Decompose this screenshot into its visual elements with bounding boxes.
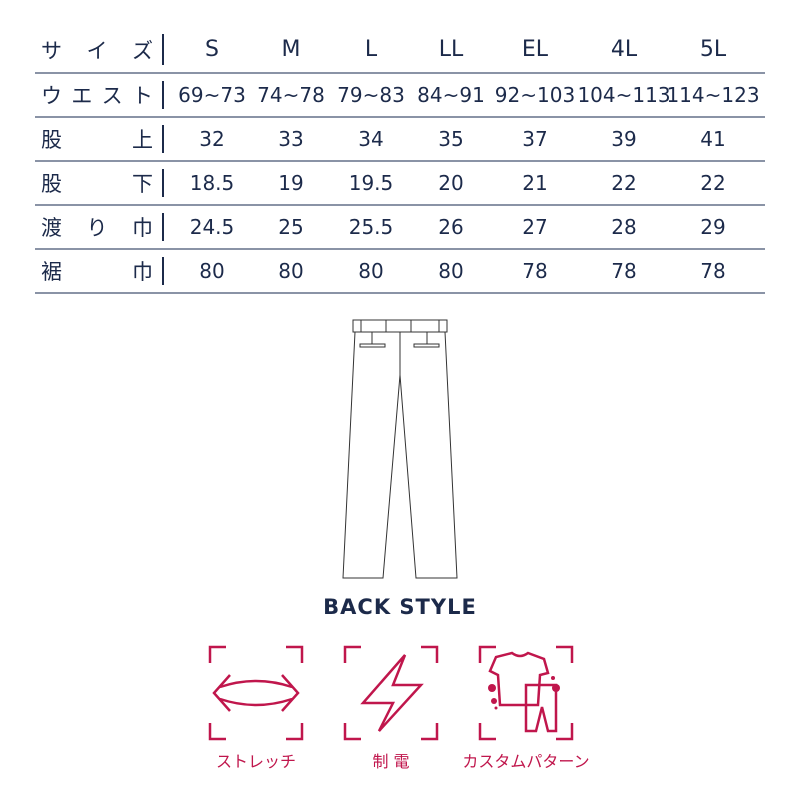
- lightning-icon: [343, 645, 439, 741]
- row-label-char: ズ: [132, 38, 153, 63]
- size-header: LL: [438, 37, 464, 62]
- row-label-char: ト: [131, 84, 153, 108]
- table-cell: 80: [358, 259, 384, 283]
- row-label-char: り: [86, 216, 108, 240]
- table-cell: 39: [611, 127, 637, 151]
- table-cell: 41: [700, 127, 726, 151]
- row-label-char: 渡: [41, 216, 62, 240]
- table-cell: 25.5: [348, 215, 394, 239]
- row-label-char: 下: [132, 172, 153, 196]
- back-style-caption: BACK STYLE: [323, 595, 477, 619]
- column-divider: [162, 213, 164, 241]
- custom-pattern-icon: [478, 645, 574, 741]
- size-header: 5L: [699, 37, 727, 62]
- table-cell: 29: [700, 215, 726, 239]
- row-label-char: イ: [86, 38, 108, 63]
- table-cell: 104~113: [577, 83, 671, 107]
- feature-label-custom-pattern: カスタムパターン: [462, 752, 590, 771]
- table-cell: 28: [611, 215, 637, 239]
- row-label-char: 股: [41, 128, 62, 152]
- table-cell: 80: [199, 259, 225, 283]
- row-label-char: ス: [101, 84, 123, 108]
- table-cell: 78: [611, 259, 637, 283]
- table-cell: 22: [611, 171, 637, 195]
- size-header: M: [281, 37, 301, 62]
- pants-back-illustration: [342, 319, 458, 579]
- size-header: EL: [521, 37, 549, 62]
- table-row: 渡り巾 24.5 25 25.5 26 27 28 29: [35, 206, 765, 250]
- table-cell: 35: [438, 127, 464, 151]
- table-cell: 92~103: [494, 83, 576, 107]
- row-label: サイズ: [41, 27, 153, 72]
- row-label: 裾巾: [41, 250, 153, 292]
- row-label-char: 上: [132, 128, 153, 152]
- row-label-char: ウ: [41, 84, 62, 108]
- table-row: 股上 32 33 34 35 37 39 41: [35, 118, 765, 162]
- row-label-char: サ: [41, 38, 62, 63]
- size-header: 4L: [610, 37, 638, 62]
- table-row: ウエスト 69~73 74~78 79~83 84~91 92~103 104~113 114…: [35, 74, 765, 118]
- table-cell: 21: [522, 171, 548, 195]
- table-cell: 18.5: [189, 171, 235, 195]
- table-cell: 22: [700, 171, 726, 195]
- column-divider: [162, 125, 164, 153]
- table-cell: 69~73: [178, 83, 246, 107]
- table-cell: 27: [522, 215, 548, 239]
- table-cell: 84~91: [417, 83, 485, 107]
- table-cell: 32: [199, 127, 225, 151]
- row-label-char: 裾: [41, 260, 62, 284]
- table-row: 裾巾 80 80 80 80 78 78 78: [35, 250, 765, 294]
- table-cell: 79~83: [337, 83, 405, 107]
- table-cell: 19.5: [348, 171, 394, 195]
- row-label: 股上: [41, 118, 153, 160]
- size-header: S: [205, 37, 219, 62]
- feature-label-stretch: ストレッチ: [215, 752, 296, 771]
- table-cell: 33: [278, 127, 304, 151]
- table-cell: 78: [700, 259, 726, 283]
- column-divider: [162, 81, 164, 109]
- table-cell: 74~78: [257, 83, 325, 107]
- table-cell: 80: [278, 259, 304, 283]
- table-cell: 37: [522, 127, 548, 151]
- row-label-char: 股: [41, 172, 62, 196]
- table-cell: 114~123: [666, 83, 760, 107]
- size-table: サイズ S M L LL EL 4L 5L ウエスト 69~73 74~78 79~83 84~91 92…: [35, 27, 765, 294]
- row-label: 股下: [41, 162, 153, 204]
- table-cell: 20: [438, 171, 464, 195]
- table-cell: 24.5: [189, 215, 235, 239]
- row-label-char: 巾: [132, 260, 153, 284]
- row-label-char: エ: [71, 84, 93, 108]
- feature-label-antistatic: 制 電: [372, 752, 410, 771]
- stretch-arrows-icon: [208, 645, 304, 741]
- table-row: 股下 18.5 19 19.5 20 21 22 22: [35, 162, 765, 206]
- column-divider: [162, 34, 164, 65]
- table-cell: 19: [278, 171, 304, 195]
- row-label: 渡り巾: [41, 206, 153, 248]
- table-cell: 34: [358, 127, 384, 151]
- table-cell: 26: [438, 215, 464, 239]
- table-cell: 78: [522, 259, 548, 283]
- table-cell: 80: [438, 259, 464, 283]
- column-divider: [162, 257, 164, 285]
- row-label-char: 巾: [132, 216, 153, 240]
- size-header: L: [364, 37, 378, 62]
- column-divider: [162, 169, 164, 197]
- table-cell: 25: [278, 215, 304, 239]
- header-row: サイズ S M L LL EL 4L 5L: [35, 27, 765, 74]
- row-label: ウエスト: [41, 74, 153, 116]
